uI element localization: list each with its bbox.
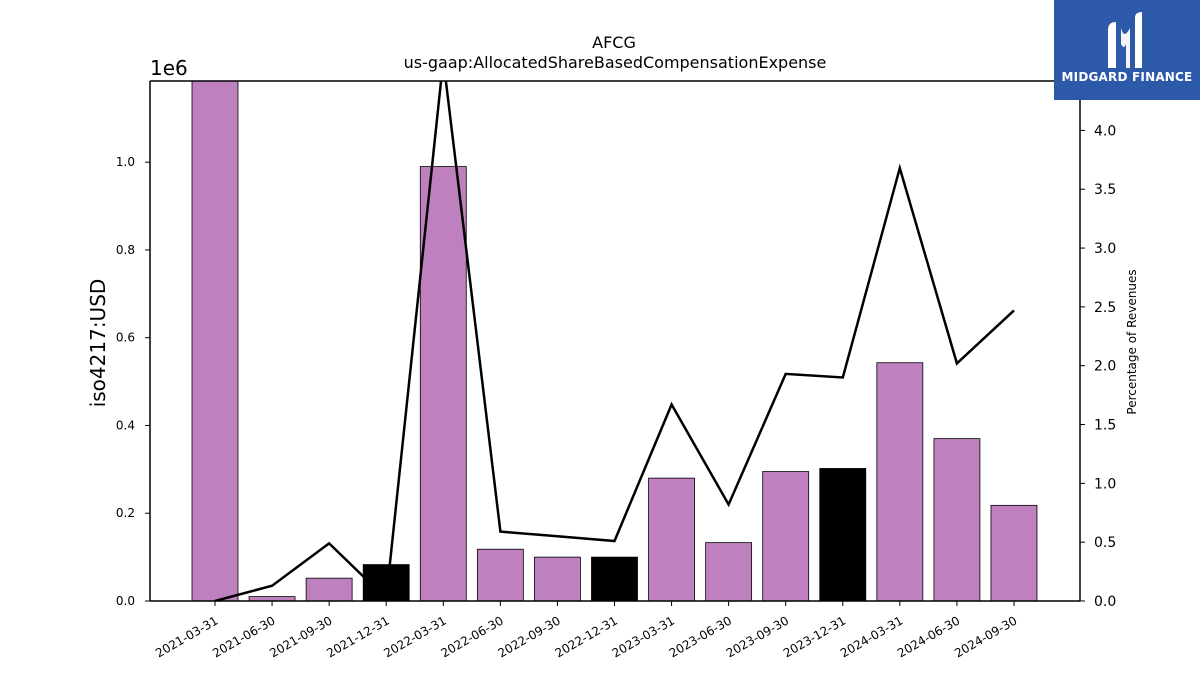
x-tick-label-5: 2022-06-30 (438, 613, 505, 660)
y2-tick-label-1: 0.5 (1094, 535, 1116, 551)
y2-tick-label-7: 3.5 (1094, 182, 1116, 198)
x-tick-label-8: 2023-03-31 (610, 613, 677, 660)
x-tick-label-12: 2024-03-31 (838, 613, 905, 660)
brand-name: MIDGARD FINANCE (1061, 70, 1193, 84)
bar-2023-12-31 (819, 468, 867, 602)
y-tick-label-4: 0.8 (116, 243, 135, 257)
bar-2024-03-31 (876, 362, 924, 602)
bar-2022-09-30 (534, 556, 581, 602)
bar-2024-09-30 (990, 504, 1038, 602)
y2-tick-label-3: 1.5 (1094, 418, 1116, 434)
x-tick-label-14: 2024-09-30 (952, 613, 1019, 660)
x-tick-label-11: 2023-12-31 (781, 613, 848, 660)
bar-2021-09-30 (305, 577, 353, 602)
bar-2022-06-30 (476, 548, 524, 602)
x-tick-label-4: 2022-03-31 (381, 613, 448, 660)
y2-tick-label-8: 4.0 (1094, 123, 1116, 139)
y-offset-label: 1e6 (150, 56, 188, 80)
x-tick-label-3: 2021-12-31 (324, 613, 391, 660)
chart-subtitle: us-gaap:AllocatedShareBasedCompensationE… (404, 53, 827, 72)
percentage-line (214, 81, 1015, 601)
x-tick-label-10: 2023-09-30 (724, 613, 791, 660)
bar-2023-03-31 (648, 477, 695, 602)
chart-title: AFCG (592, 33, 636, 52)
line-layer (214, 81, 1015, 601)
x-ticks-layer: 2021-03-312021-06-302021-09-302021-12-31… (153, 601, 1019, 660)
bar-2022-12-31 (591, 556, 638, 602)
y2-axis-label: Percentage of Revenues (1125, 269, 1139, 414)
x-tick-label-6: 2022-09-30 (496, 613, 563, 660)
x-tick-label-2: 2021-09-30 (267, 613, 334, 660)
y-tick-label-5: 1.0 (116, 155, 135, 169)
y-tick-label-3: 0.6 (116, 331, 135, 345)
midgard-logo-icon (1108, 12, 1142, 68)
x-tick-label-1: 2021-06-30 (210, 613, 277, 660)
brand-logo: MIDGARD FINANCE (1054, 0, 1200, 100)
x-tick-label-13: 2024-06-30 (895, 613, 962, 660)
y-tick-label-2: 0.4 (116, 418, 135, 432)
y-tick-label-0: 0.0 (116, 594, 135, 608)
bar-2022-03-31 (419, 166, 467, 602)
y2-tick-label-5: 2.5 (1094, 300, 1116, 316)
y2-tick-label-2: 1.0 (1094, 476, 1116, 492)
y2-ticks-layer: 0.0 0.5 1.0 1.5 2.0 2.5 3.0 3.5 4.0 (1080, 123, 1116, 610)
y2-tick-label-4: 2.0 (1094, 359, 1116, 375)
y-axis-label: iso4217:USD (86, 279, 110, 408)
x-tick-label-0: 2021-03-31 (153, 613, 220, 660)
y2-tick-label-0: 0.0 (1094, 594, 1116, 610)
y-ticks-layer: 0.0 0.2 0.4 0.6 0.8 1.0 (116, 155, 150, 608)
bar-2021-03-31 (191, 80, 239, 602)
x-tick-label-9: 2023-06-30 (667, 613, 734, 660)
bars-layer (191, 80, 1038, 602)
x-tick-label-7: 2022-12-31 (553, 613, 620, 660)
y2-tick-label-6: 3.0 (1094, 241, 1116, 257)
bar-2023-06-30 (705, 542, 753, 602)
bar-2024-06-30 (933, 438, 981, 602)
bar-2023-09-30 (762, 471, 810, 602)
y-tick-label-1: 0.2 (116, 506, 135, 520)
